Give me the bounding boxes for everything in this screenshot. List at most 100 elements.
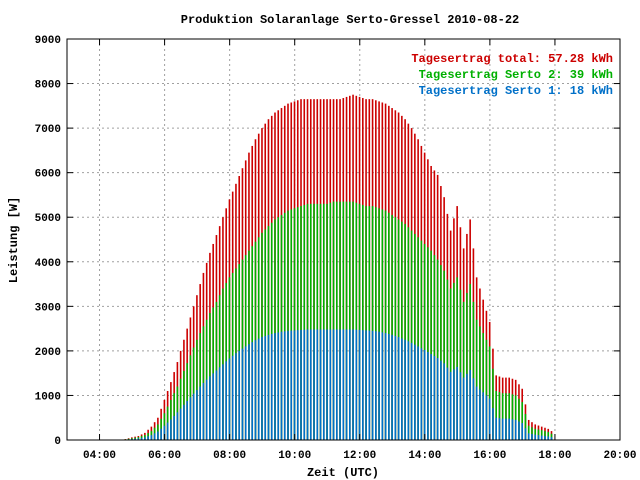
bar-serto-1	[222, 364, 224, 440]
y-tick-label: 5000	[35, 213, 61, 225]
bar-serto-2	[436, 259, 439, 440]
bar-serto-1	[313, 329, 315, 440]
bar-serto-1	[342, 329, 345, 440]
bar-serto-1	[417, 346, 419, 440]
bar-serto-2	[508, 393, 510, 440]
bar-serto-1	[160, 428, 162, 440]
bar-serto-1	[326, 329, 328, 440]
bar-serto-2	[267, 226, 270, 440]
bar-serto-1	[508, 418, 510, 440]
bar-serto-2	[309, 203, 312, 440]
y-tick-label: 2000	[35, 347, 61, 359]
y-tick-label: 0	[54, 436, 61, 448]
x-tick-label: 10:00	[278, 450, 311, 462]
bar-serto-2	[479, 326, 481, 440]
bar-serto-2	[443, 270, 445, 440]
bar-serto-1	[362, 330, 364, 440]
bar-serto-1	[514, 419, 517, 440]
bar-serto-1	[352, 329, 354, 440]
bar-serto-2	[306, 203, 309, 440]
bar-serto-2	[423, 243, 426, 440]
bar-serto-2	[524, 413, 527, 440]
bar-serto-2	[472, 301, 475, 440]
bar-serto-1	[485, 395, 488, 440]
bar-serto-1	[401, 338, 403, 440]
bar-serto-2	[270, 222, 273, 440]
bar-serto-1	[329, 329, 332, 440]
y-tick-label: 6000	[35, 169, 61, 181]
bar-serto-2	[391, 214, 393, 440]
y-tick-label: 8000	[35, 80, 61, 92]
bar-serto-1	[404, 339, 406, 440]
bar-serto-1	[293, 330, 296, 440]
bar-serto-1	[257, 338, 260, 440]
bar-serto-2	[427, 247, 429, 440]
bar-serto-2	[365, 206, 367, 440]
bar-serto-1	[349, 329, 351, 440]
bar-serto-2	[349, 201, 351, 440]
bar-serto-2	[466, 292, 468, 440]
bar-serto-1	[475, 386, 478, 440]
bar-serto-1	[544, 435, 546, 440]
bar-serto-1	[423, 350, 426, 440]
bar-serto-1	[264, 335, 267, 440]
bar-serto-1	[391, 334, 393, 440]
bar-serto-1	[469, 370, 471, 440]
plot-frame	[66, 38, 621, 441]
bar-serto-1	[358, 329, 361, 440]
y-axis-label: Leistung [W]	[7, 197, 21, 283]
bar-serto-1	[547, 436, 550, 440]
bar-serto-2	[371, 206, 374, 440]
bar-serto-2	[378, 208, 380, 440]
bar-serto-1	[505, 418, 507, 440]
legend-entry-serto-2: Tagesertrag Serto 2: 39 kWh	[419, 68, 613, 82]
bar-serto-1	[140, 437, 143, 440]
bar-serto-1	[241, 348, 244, 440]
bar-serto-1	[179, 408, 182, 440]
bar-serto-2	[358, 203, 361, 440]
bar-serto-2	[397, 219, 400, 440]
bar-serto-1	[388, 333, 390, 440]
legend-entry-total: Tagesertrag total: 57.28 kWh	[411, 52, 613, 66]
bar-serto-1	[248, 344, 250, 440]
bar-serto-2	[449, 288, 452, 440]
bar-serto-1	[322, 329, 325, 440]
bar-serto-2	[514, 395, 517, 440]
bar-serto-1	[287, 330, 289, 440]
x-tick-label: 08:00	[213, 450, 246, 462]
bar-serto-2	[492, 368, 494, 440]
bar-serto-2	[433, 255, 436, 440]
bar-serto-1	[339, 329, 341, 440]
bar-serto-2	[488, 346, 491, 440]
bar-serto-1	[251, 342, 254, 440]
bar-serto-1	[163, 425, 166, 440]
bar-serto-1	[466, 373, 468, 440]
axes: 0 1000 2000 3000 4000 5000 6000 7000 8000 9000 04:…	[35, 35, 637, 462]
bar-serto-1	[238, 350, 241, 440]
bar-serto-1	[231, 355, 234, 440]
bar-serto-1	[537, 435, 540, 440]
bar-serto-1	[176, 412, 179, 440]
bar-serto-2	[505, 393, 507, 440]
bar-serto-2	[326, 203, 328, 440]
bar-serto-2	[300, 206, 302, 440]
bar-serto-2	[404, 223, 406, 440]
bar-serto-1	[254, 340, 257, 440]
bar-serto-2	[495, 390, 497, 440]
bar-serto-1	[420, 348, 423, 440]
bar-serto-1	[430, 354, 432, 440]
bar-serto-2	[537, 429, 540, 440]
bar-serto-1	[407, 341, 410, 440]
bar-serto-1	[192, 393, 195, 440]
bar-serto-2	[453, 282, 455, 440]
bar-serto-1	[218, 367, 221, 440]
bar-serto-1	[316, 329, 319, 440]
bar-serto-2	[475, 319, 478, 440]
bar-serto-2	[339, 201, 341, 440]
bar-serto-1	[521, 423, 524, 440]
y-tick-label: 3000	[35, 302, 61, 314]
bar-serto-1	[309, 329, 312, 440]
bar-serto-2	[550, 433, 553, 440]
bar-serto-1	[267, 334, 270, 440]
bar-serto-1	[518, 421, 520, 440]
